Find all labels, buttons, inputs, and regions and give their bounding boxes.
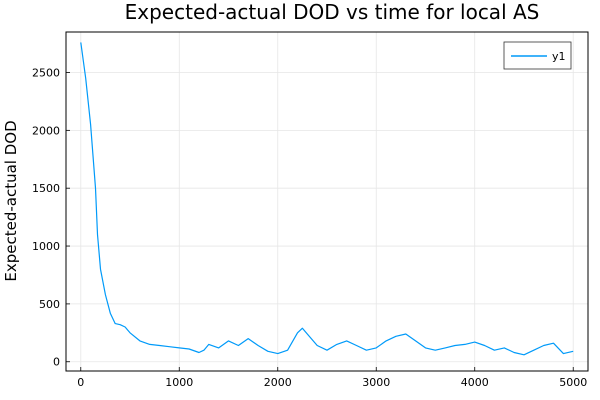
x-tick-label: 3000 bbox=[362, 376, 390, 389]
y-tick-label: 1000 bbox=[32, 240, 60, 253]
plot-frame bbox=[65, 31, 589, 372]
y-tick-label: 2500 bbox=[32, 66, 60, 79]
legend: y1 bbox=[503, 41, 572, 70]
ticks: 0 1000 2000 3000 4000 5000 0 500 1000 1500 2000 250… bbox=[32, 66, 587, 389]
y-tick-label: 2000 bbox=[32, 124, 60, 137]
y-tick-label: 0 bbox=[53, 356, 60, 369]
legend-label-y1: y1 bbox=[552, 50, 566, 63]
series-layer bbox=[80, 42, 574, 356]
y-tick-label: 500 bbox=[39, 298, 60, 311]
grid bbox=[66, 32, 588, 371]
y-axis-label: Expected-actual DOD bbox=[2, 120, 20, 281]
y-tick-label: 1500 bbox=[32, 182, 60, 195]
x-tick-label: 0 bbox=[77, 376, 84, 389]
x-tick-label: 4000 bbox=[461, 376, 489, 389]
x-tick-label: 5000 bbox=[559, 376, 587, 389]
x-tick-label: 2000 bbox=[264, 376, 292, 389]
series-line-y1 bbox=[80, 42, 574, 356]
x-tick-label: 1000 bbox=[165, 376, 193, 389]
chart-title: Expected-actual DOD vs time for local AS bbox=[125, 0, 540, 24]
